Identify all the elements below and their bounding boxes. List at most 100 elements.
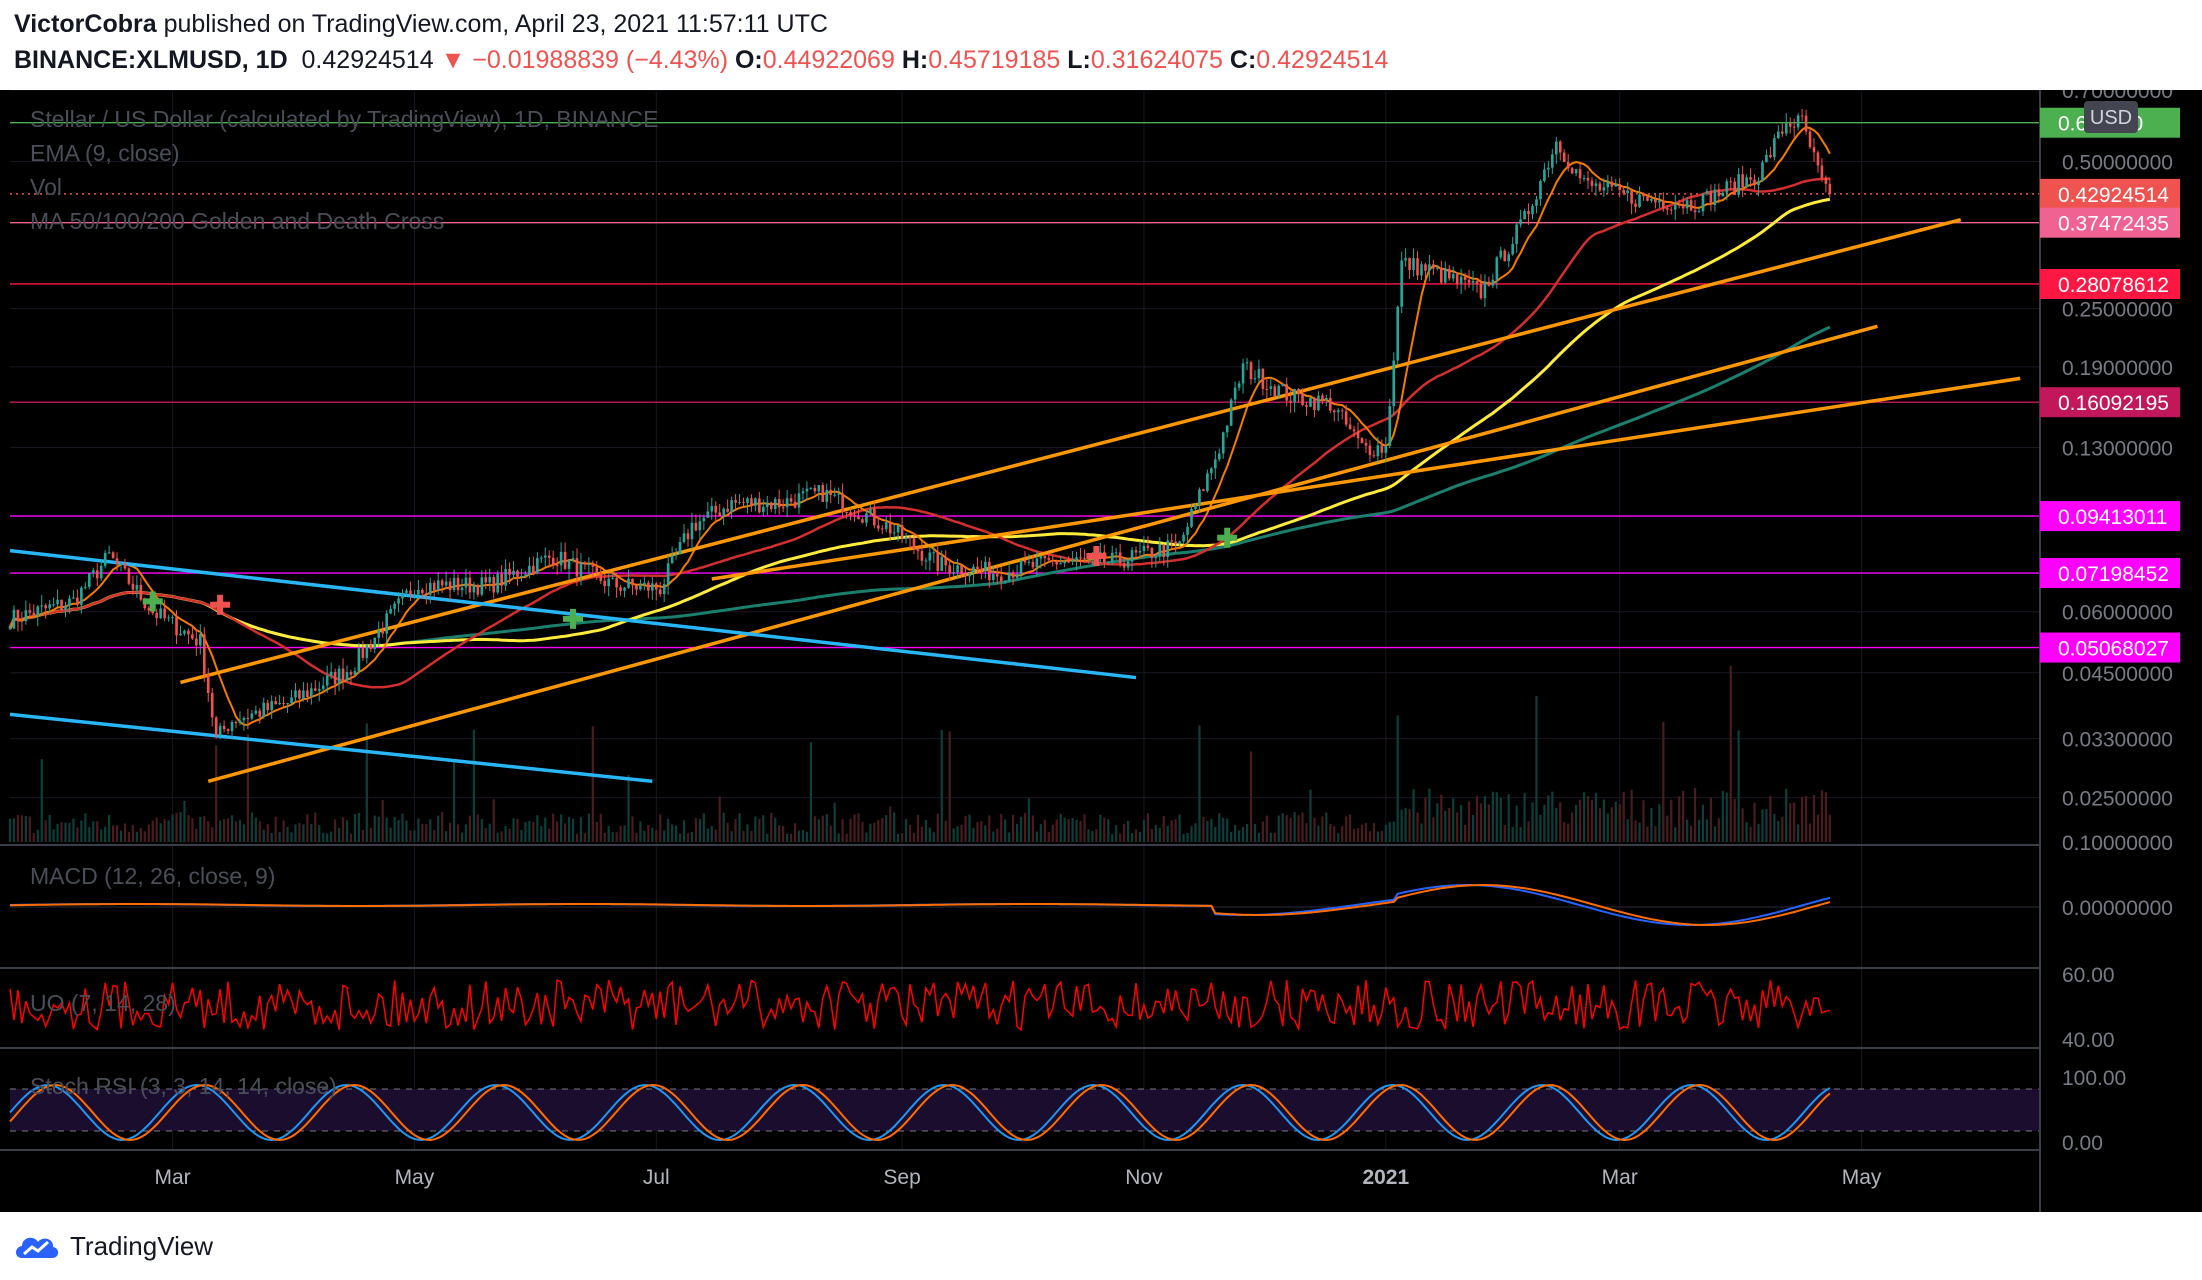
volume-bar [1436,803,1439,842]
volume-bar [714,829,717,842]
high-value: 0.45719185 [928,46,1061,74]
candle-body [793,501,797,508]
volume-bar [1325,812,1328,842]
volume-bar [1479,803,1483,842]
volume-bar [310,823,313,842]
volume-bar [619,825,622,842]
volume-bar [1257,833,1261,842]
candle-body [1420,264,1423,276]
candle-body [1582,177,1586,179]
volume-bar [28,816,31,842]
volume-bar [797,830,801,842]
volume-bar [1769,796,1772,842]
candles [8,108,1832,740]
candle-body [440,580,444,586]
candle-body [920,551,924,561]
candle-body [976,566,979,570]
volume-bar [865,832,868,842]
candle-body [1626,190,1629,194]
candle-body [563,551,567,569]
candle-body [107,552,111,554]
candle-body [1229,399,1233,426]
candle-body [1309,397,1312,407]
candle-body [1277,385,1281,397]
author-name[interactable]: VictorCobra [14,10,157,38]
candle-body [321,685,325,689]
candle-body [167,617,170,619]
candle-body [278,703,281,705]
candle-body [28,610,32,613]
candle-body [595,566,599,573]
volume-bar [1416,812,1419,842]
candle-body [1440,267,1443,283]
volume-bar [548,828,551,842]
currency-badge[interactable] [2084,101,2138,133]
price-chart[interactable]: 0.70000000 0.50000000 0.25000000 0.19000000… [0,90,2202,1212]
candle-body [1519,219,1522,225]
candle-body [1729,181,1733,183]
candle-body [310,688,313,697]
volume-bar [1095,829,1098,842]
volume-bar [1527,821,1530,842]
volume-bar [1606,813,1609,842]
legend-ema: EMA (9, close) [30,140,180,166]
candle-body [68,598,71,606]
volume-bar [972,828,975,842]
volume-bar [857,813,860,842]
volume-bar [1083,814,1086,842]
volume-bar [167,820,170,842]
volume-bar [88,827,91,842]
volume-bar [591,726,594,842]
volume-bar [627,775,630,842]
volume-bar [1154,824,1157,842]
candle-body [869,508,872,514]
candle-body [1475,281,1479,284]
candle-body [1495,257,1499,280]
volume-bar [524,821,527,842]
volume-bar [314,812,317,842]
volume-bar [512,818,515,842]
candle-body [1511,244,1514,255]
volume-bar [651,827,654,842]
candle-body [1642,194,1645,197]
close-value: 0.42924514 [1256,46,1389,74]
volume-bar [667,818,670,842]
volume-bar [1412,789,1415,842]
candle-body [226,729,230,732]
candle-body [1681,205,1685,209]
volume-bar [1142,819,1146,842]
volume-bar [8,818,12,842]
volume-bar [1571,812,1574,842]
candle-body [1221,432,1225,454]
volume-bar [710,825,713,842]
cross-marker-death [210,594,231,615]
x-tick-label: May [1842,1166,1882,1189]
volume-bar [1475,795,1479,842]
candle-body [1757,180,1760,186]
volume-bar [1158,828,1161,842]
volume-bar [587,813,590,842]
volume-bar [1682,790,1685,842]
candle-body [686,533,690,540]
candle-body [746,498,749,504]
volume-bar [123,823,127,842]
candle-body [1543,169,1546,182]
candle-body [1166,540,1170,557]
volume-bar [1222,817,1225,842]
volume-bar [294,824,297,842]
volume-bar [1519,827,1522,842]
volume-bar [393,817,396,842]
candle-body [44,605,47,609]
indicator-tick-label: 0.10000000 [2062,832,2173,855]
volume-bar [1483,796,1487,842]
volume-bar [988,815,991,842]
volume-bar [56,823,59,842]
candle-body [988,561,991,580]
volume-bar [1626,819,1629,842]
volume-bar [1713,826,1716,842]
candle-body [1325,397,1328,401]
tradingview-logo[interactable]: TradingView [12,1230,213,1262]
candle-body [48,604,51,609]
volume-bar [1162,815,1165,842]
candle-body [262,702,266,717]
